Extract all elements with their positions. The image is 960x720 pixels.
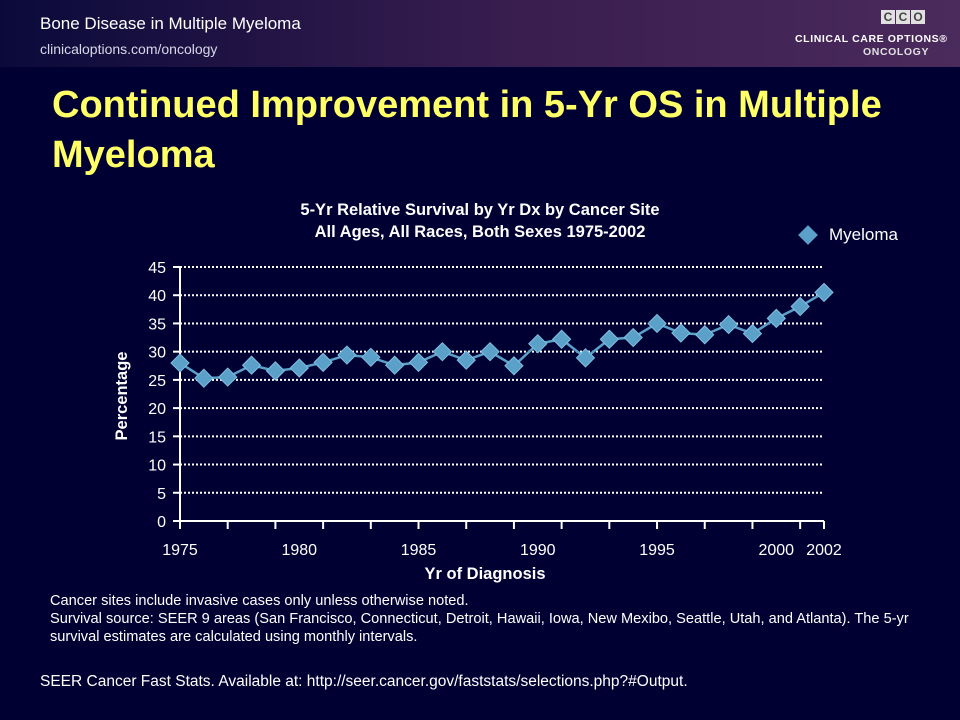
- note-line: Cancer sites include invasive cases only…: [50, 593, 469, 609]
- chart-title: 5-Yr Relative Survival by Yr Dx by Cance…: [300, 201, 660, 219]
- data-point-marker: [599, 329, 620, 349]
- y-tick-label: 10: [148, 458, 166, 475]
- x-tick-label: 2002: [806, 542, 842, 559]
- y-tick-label: 35: [148, 316, 166, 333]
- y-tick-label: 15: [148, 429, 166, 446]
- data-point-marker: [170, 353, 190, 373]
- data-point-marker: [408, 352, 429, 373]
- chart-subtitle: All Ages, All Races, Both Sexes 1975-200…: [314, 223, 646, 241]
- data-point-marker: [289, 358, 309, 378]
- data-point-marker: [217, 367, 238, 387]
- cco-logo: C C O: [881, 10, 925, 24]
- data-point-marker: [551, 329, 572, 349]
- data-point-marker: [623, 327, 643, 348]
- data-point-marker: [480, 341, 500, 362]
- data-point-marker: [528, 334, 548, 354]
- data-point-marker: [361, 347, 381, 368]
- data-point-marker: [265, 361, 286, 381]
- legend-label: Myeloma: [829, 225, 898, 244]
- header-url: clinicaloptions.com/oncology: [40, 41, 218, 57]
- series-line: [179, 291, 825, 380]
- y-axis-title: Percentage: [113, 352, 131, 441]
- x-tick-label: 1985: [401, 542, 437, 559]
- data-point-marker: [814, 282, 834, 303]
- y-tick-label: 0: [157, 514, 166, 531]
- data-point-marker: [504, 356, 524, 376]
- data-point-marker: [766, 308, 787, 329]
- y-tick-label: 20: [148, 401, 166, 418]
- data-point-marker: [337, 345, 357, 365]
- data-point-marker: [432, 341, 453, 362]
- x-tick-label: 1990: [520, 542, 556, 559]
- y-tick-label: 25: [148, 373, 166, 390]
- y-tick-label: 45: [148, 260, 166, 277]
- logo-letter: C: [896, 10, 910, 24]
- chart-legend: Myeloma: [797, 225, 898, 245]
- y-tick-label: 30: [148, 345, 166, 362]
- y-tick-label: 40: [148, 288, 166, 305]
- data-point-marker: [718, 314, 739, 335]
- x-tick-label: 1995: [639, 542, 675, 559]
- data-point-marker: [194, 368, 214, 388]
- y-tick-label: 5: [157, 486, 166, 503]
- data-point-marker: [695, 325, 715, 345]
- chart-title-block: 5-Yr Relative Survival by Yr Dx by Cance…: [180, 199, 780, 243]
- slide-header: Bone Disease in Multiple Myeloma clinica…: [0, 0, 960, 67]
- logo-letter: O: [911, 10, 925, 24]
- logo-sub: ONCOLOGY: [863, 46, 930, 58]
- x-axis-title: Yr of Diagnosis: [424, 565, 545, 583]
- x-tick-label: 2000: [758, 542, 794, 559]
- logo-letter: C: [881, 10, 895, 24]
- chart-notes: Cancer sites include invasive cases only…: [50, 592, 930, 646]
- data-point-marker: [575, 348, 596, 368]
- x-tick-label: 1975: [162, 542, 198, 559]
- source-citation: SEER Cancer Fast Stats. Available at: ht…: [40, 673, 688, 690]
- data-point-marker: [241, 355, 262, 375]
- x-tick-label: 1980: [281, 542, 317, 559]
- data-point-marker: [456, 350, 476, 370]
- note-line: Survival source: SEER 9 areas (San Franc…: [50, 611, 909, 645]
- header-title: Bone Disease in Multiple Myeloma: [40, 14, 301, 33]
- logo-brand: CLINICAL CARE OPTIONS®: [795, 33, 948, 45]
- data-point-marker: [790, 296, 810, 317]
- data-point-marker: [384, 355, 405, 375]
- data-point-marker: [313, 352, 333, 373]
- data-point-marker: [647, 313, 667, 334]
- data-point-marker: [671, 323, 691, 343]
- slide-title: Continued Improvement in 5-Yr OS in Mult…: [52, 84, 882, 176]
- data-point-marker: [742, 323, 763, 344]
